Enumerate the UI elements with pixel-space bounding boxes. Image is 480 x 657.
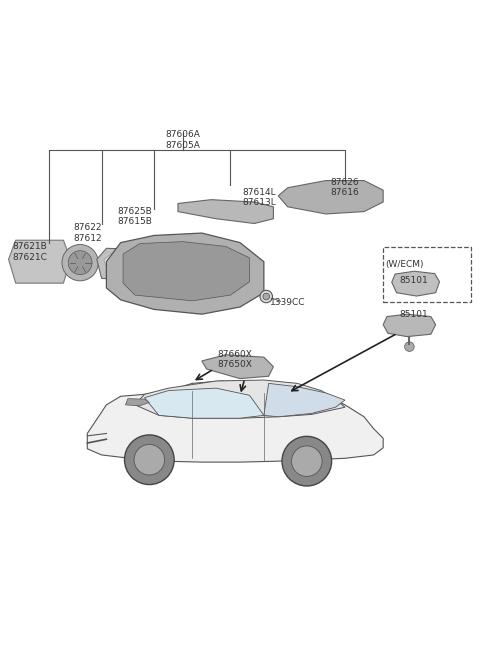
Text: 87614L
87613L: 87614L 87613L [242,187,276,207]
Polygon shape [104,254,176,275]
Polygon shape [178,200,274,223]
Polygon shape [144,388,264,419]
Circle shape [291,446,322,476]
Polygon shape [264,384,345,417]
Text: 87660X
87650X: 87660X 87650X [218,350,252,369]
Polygon shape [97,248,183,281]
Polygon shape [87,381,383,462]
Text: 1339CC: 1339CC [270,298,305,307]
Text: 87626
87616: 87626 87616 [331,178,360,197]
Polygon shape [9,240,71,283]
Polygon shape [123,242,250,301]
Text: (W/ECM): (W/ECM) [385,260,424,269]
Circle shape [68,251,92,275]
Circle shape [263,293,270,300]
Circle shape [282,436,332,486]
Circle shape [62,244,98,281]
Polygon shape [202,355,274,378]
Text: 85101: 85101 [400,277,429,285]
Polygon shape [107,233,264,314]
Text: 87622
87612: 87622 87612 [73,223,102,242]
Text: 87621B
87621C: 87621B 87621C [12,242,48,262]
Circle shape [260,290,273,303]
Polygon shape [125,399,149,406]
Polygon shape [383,314,436,336]
Polygon shape [135,380,345,419]
Text: 85101: 85101 [400,309,429,319]
Polygon shape [392,271,440,296]
Circle shape [124,435,174,485]
Text: 87606A
87605A: 87606A 87605A [165,130,200,150]
Polygon shape [278,181,383,214]
Text: 87625B
87615B: 87625B 87615B [118,207,153,226]
Circle shape [405,342,414,351]
Circle shape [134,445,165,475]
